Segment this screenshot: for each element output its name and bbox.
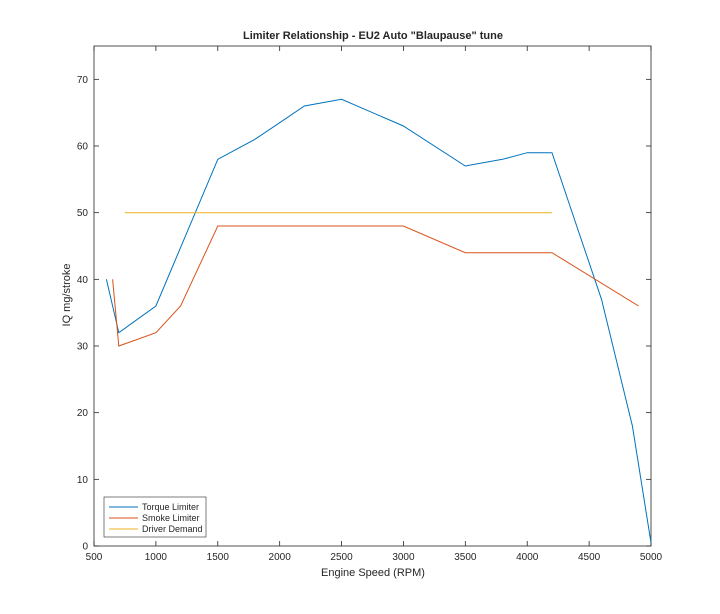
y-tick-label: 0 bbox=[82, 542, 88, 553]
x-tick-label: 1500 bbox=[207, 552, 230, 563]
series-line-smoke-limiter bbox=[112, 225, 639, 347]
series-line-torque-limiter bbox=[105, 98, 652, 543]
legend-box bbox=[103, 496, 207, 538]
y-axis-label: IQ mg/stroke bbox=[61, 264, 73, 327]
y-tick-label: 10 bbox=[77, 475, 89, 486]
plot-frame bbox=[93, 45, 652, 547]
x-axis-label: Engine Speed (RPM) bbox=[321, 567, 425, 579]
legend-entry: Smoke Limiter bbox=[142, 513, 200, 523]
plot-area: 500 1000 1500 2000 2500 3000 3500 4000 4500 5000 0… bbox=[77, 45, 663, 563]
x-tick-label: 3000 bbox=[392, 552, 415, 563]
legend-entry: Torque Limiter bbox=[142, 502, 199, 512]
y-tick-label: 60 bbox=[77, 142, 89, 153]
y-tick-label: 70 bbox=[77, 75, 89, 86]
x-tick-label: 4000 bbox=[516, 552, 539, 563]
y-tick-label: 20 bbox=[77, 408, 89, 419]
y-tick-label: 40 bbox=[77, 275, 89, 286]
x-tick-label: 500 bbox=[86, 552, 103, 563]
legend-entry: Driver Demand bbox=[142, 524, 203, 534]
x-tick-label: 4500 bbox=[578, 552, 601, 563]
x-tick-label: 5000 bbox=[640, 552, 663, 563]
x-tick-label: 1000 bbox=[145, 552, 168, 563]
y-tick-label: 50 bbox=[77, 208, 89, 219]
x-tick-label: 3500 bbox=[454, 552, 477, 563]
chart-title: Limiter Relationship - EU2 Auto "Blaupau… bbox=[243, 30, 503, 42]
y-tick-label: 30 bbox=[77, 342, 89, 353]
x-tick-label: 2000 bbox=[269, 552, 292, 563]
x-tick-label: 2500 bbox=[330, 552, 353, 563]
